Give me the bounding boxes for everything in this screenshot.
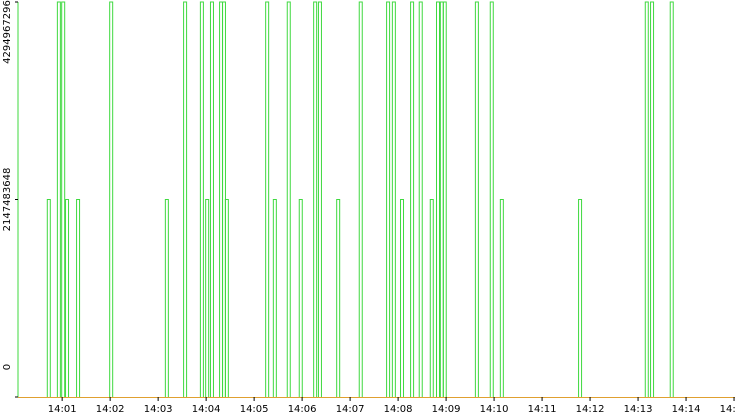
pulse <box>164 199 169 397</box>
pulse <box>650 1 655 397</box>
pulse <box>442 1 447 397</box>
pulse <box>317 1 322 397</box>
pulse <box>391 1 396 397</box>
pulse <box>436 1 441 397</box>
pulse <box>429 199 434 397</box>
x-tick-label: 14:06 <box>288 404 317 415</box>
x-tick-label: 14:07 <box>336 404 365 415</box>
x-tick-label: 14:03 <box>144 404 173 415</box>
pulse <box>578 199 583 397</box>
pulse <box>474 1 479 397</box>
x-tick-label: 14:05 <box>240 404 269 415</box>
x-tick-label: 14:14 <box>672 404 701 415</box>
pulse <box>209 1 214 397</box>
pulse <box>410 1 415 397</box>
pulse <box>669 1 674 397</box>
pulse <box>358 1 363 397</box>
pulse <box>56 1 61 397</box>
x-tick-label: 14:08 <box>384 404 413 415</box>
x-tick-label: 14:13 <box>624 404 653 415</box>
pulse <box>418 1 423 397</box>
pulse <box>489 1 494 397</box>
x-tick-label: 14:04 <box>192 404 221 415</box>
pulse <box>265 1 270 397</box>
pulse <box>286 1 291 397</box>
pulse <box>76 199 81 397</box>
pulse <box>61 1 66 397</box>
pulse <box>199 1 204 397</box>
pulse <box>224 199 229 397</box>
x-tick-label: 14:15 <box>720 404 735 415</box>
pulse <box>109 1 114 397</box>
pulse <box>298 199 303 397</box>
pulse <box>336 199 341 397</box>
pulse <box>183 1 188 397</box>
x-tick-label: 14:01 <box>48 404 77 415</box>
y-tick-label: 2147483648 <box>2 168 13 232</box>
x-tick-label: 14:09 <box>432 404 461 415</box>
y-tick-label: 0 <box>2 364 13 370</box>
pulse <box>644 1 649 397</box>
x-tick-label: 14:12 <box>576 404 605 415</box>
x-tick-label: 14:02 <box>96 404 125 415</box>
x-tick-label: 14:11 <box>528 404 557 415</box>
y-tick-label: 4294967296 <box>2 0 13 64</box>
pulse <box>46 199 51 397</box>
pulse <box>205 199 210 397</box>
x-tick-label: 14:10 <box>480 404 509 415</box>
pulse <box>313 1 318 397</box>
pulse <box>400 199 405 397</box>
pulse <box>386 1 391 397</box>
pulse <box>65 199 70 397</box>
pulse <box>272 199 277 397</box>
pulse <box>499 199 504 397</box>
